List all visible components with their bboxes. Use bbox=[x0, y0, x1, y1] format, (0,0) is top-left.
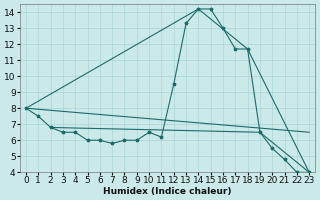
X-axis label: Humidex (Indice chaleur): Humidex (Indice chaleur) bbox=[103, 187, 232, 196]
